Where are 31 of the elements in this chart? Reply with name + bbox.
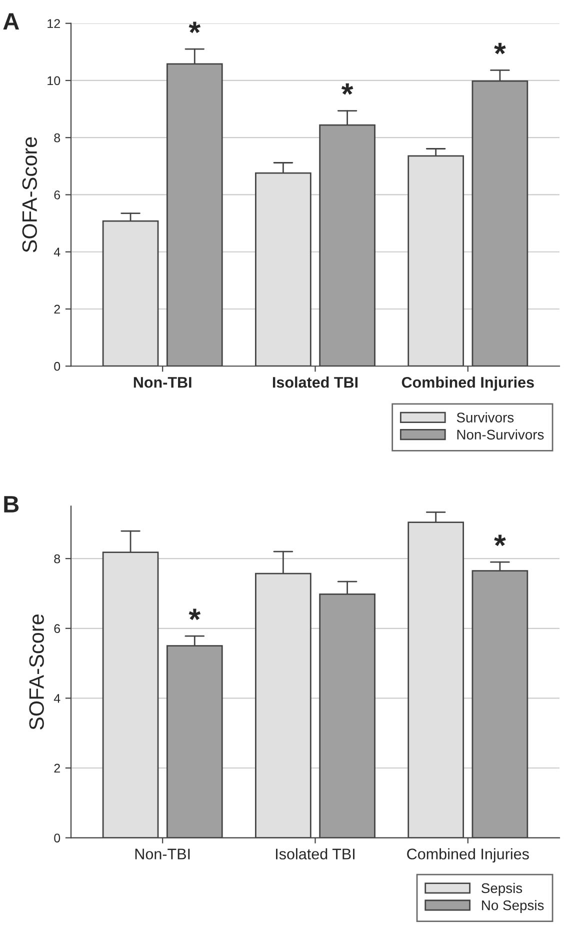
- legend-label: Survivors: [456, 412, 514, 422]
- annotation: *: [188, 608, 201, 620]
- y-tick-label: 4: [54, 248, 60, 256]
- y-tick-label: 4: [54, 694, 60, 703]
- y-tick-label: 0: [54, 362, 60, 371]
- y-tick-label: 12: [48, 19, 60, 28]
- annotation: *: [494, 534, 506, 546]
- x-tick-label: Isolated TBI: [272, 376, 358, 388]
- y-axis-title: SOFA-Score: [22, 137, 38, 252]
- y-tick-label: 8: [54, 554, 60, 564]
- y-axis-title: SOFA-Score: [29, 614, 44, 730]
- legend-label: No Sepsis: [482, 900, 544, 913]
- y-tick-label: 8: [54, 133, 60, 142]
- y-tick-label: 0: [54, 834, 60, 842]
- x-tick-label: Combined Injuries: [402, 376, 534, 391]
- chart-title: A: [3, 13, 20, 30]
- annotation: *: [341, 83, 354, 95]
- x-tick-label: Isolated TBI: [276, 848, 354, 860]
- x-tick-label: Combined Injuries: [407, 848, 529, 862]
- annotation: *: [188, 22, 201, 34]
- y-tick-label: 6: [54, 624, 60, 634]
- legend-label: Sepsis: [482, 882, 522, 896]
- y-tick-label: 2: [54, 304, 60, 314]
- annotation: *: [494, 42, 506, 54]
- x-tick-label: Non-TBI: [134, 377, 192, 388]
- chart-title: B: [4, 496, 19, 512]
- y-tick-label: 6: [54, 190, 60, 200]
- y-tick-label: 2: [54, 764, 60, 773]
- y-tick-label: 10: [48, 76, 60, 86]
- legend-label: Non-Survivors: [457, 429, 544, 440]
- x-tick-label: Non-TBI: [135, 848, 190, 860]
